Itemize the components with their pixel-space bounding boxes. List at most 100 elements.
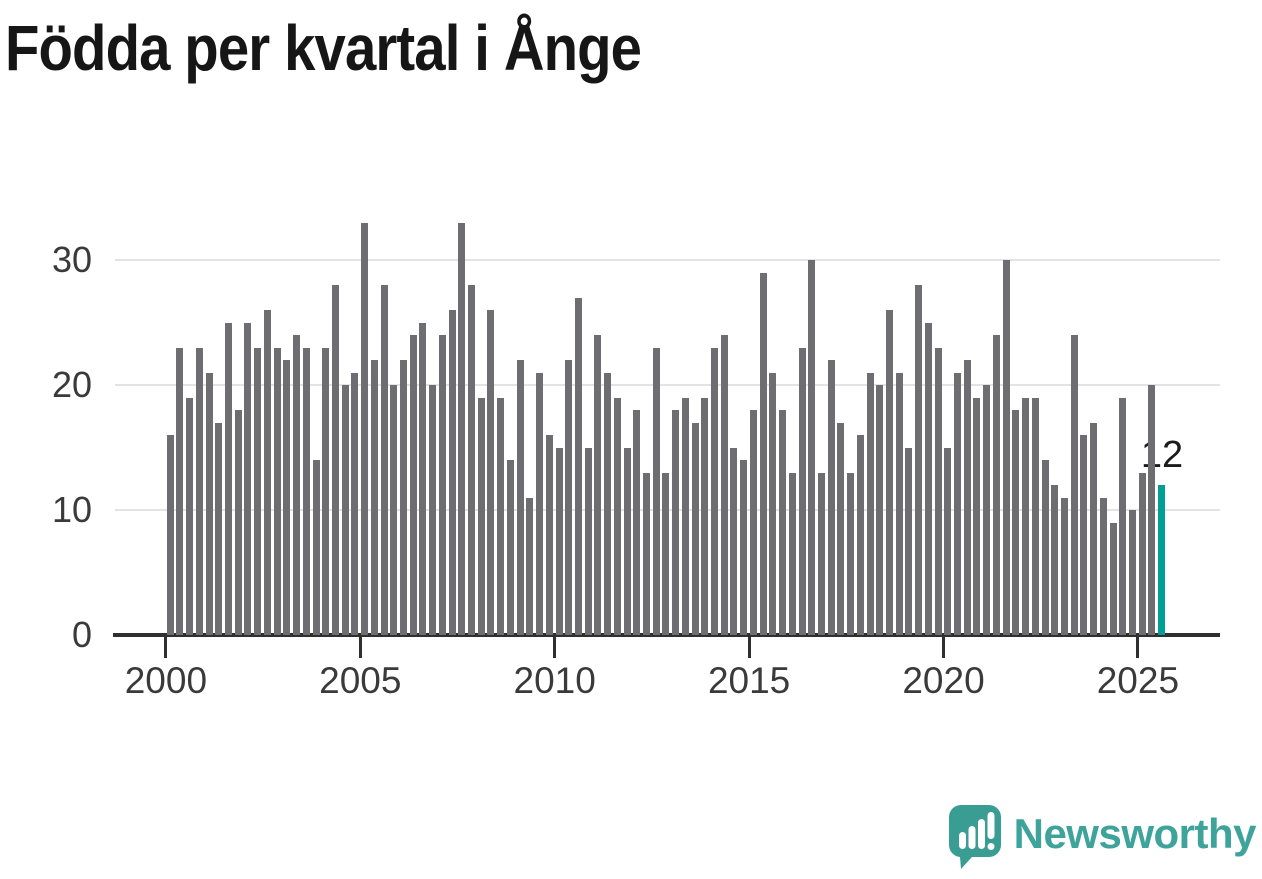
bar-2004-q1 — [322, 347, 330, 635]
bar-2004-q4 — [351, 372, 359, 635]
bar-2023-q1 — [1060, 497, 1068, 635]
bar-2012-q1 — [633, 410, 641, 635]
bar-2008-q2 — [487, 310, 495, 635]
bar-2008-q1 — [477, 397, 485, 635]
bar-2006-q1 — [399, 360, 407, 635]
bar-2011-q4 — [623, 447, 631, 635]
y-axis-label-20: 20 — [51, 364, 92, 405]
bar-2020-q3 — [963, 360, 971, 635]
bar-2006-q2 — [409, 335, 417, 635]
x-axis-tick-2010 — [553, 637, 557, 658]
bar-2015-q1 — [749, 410, 757, 635]
x-axis-label-2015: 2015 — [707, 660, 791, 701]
bar-2000-q3 — [186, 397, 194, 635]
bar-2003-q3 — [302, 347, 310, 635]
bar-2024-q2 — [1109, 522, 1117, 635]
bar-2008-q3 — [497, 397, 505, 635]
bar-2019-q4 — [934, 347, 942, 635]
gridline-y-20 — [115, 384, 1220, 386]
bar-2025-q2 — [1148, 385, 1156, 635]
bar-2015-q4 — [779, 410, 787, 635]
bar-2001-q1 — [205, 372, 213, 635]
bar-2014-q2 — [720, 335, 728, 635]
gridline-y-30 — [115, 259, 1220, 261]
x-axis-label-2005: 2005 — [319, 660, 402, 701]
bar-2000-q4 — [195, 347, 203, 635]
bar-2020-q1 — [944, 447, 952, 635]
bar-2007-q3 — [458, 222, 466, 635]
x-axis-label-2025: 2025 — [1096, 660, 1180, 701]
bar-2003-q4 — [312, 460, 320, 635]
bar-2024-q1 — [1099, 497, 1107, 635]
bar-2015-q2 — [759, 272, 767, 635]
bar-2016-q4 — [817, 472, 825, 635]
bar-2013-q3 — [691, 422, 699, 635]
bar-2013-q4 — [701, 397, 709, 635]
x-axis-tick-2005 — [358, 637, 362, 658]
bar-2007-q1 — [438, 335, 446, 635]
bar-2014-q3 — [730, 447, 738, 635]
bar-2025-q3 — [1158, 485, 1166, 635]
bar-2018-q3 — [885, 310, 893, 635]
bar-2009-q4 — [545, 435, 553, 635]
bar-2005-q4 — [390, 385, 398, 635]
bar-2021-q4 — [1012, 410, 1020, 635]
x-axis-label-2000: 2000 — [124, 660, 208, 701]
bar-2002-q4 — [273, 347, 281, 635]
bar-2022-q3 — [1041, 460, 1049, 635]
chart-title: Födda per kvartal i Ånge — [5, 12, 642, 84]
bar-2023-q3 — [1080, 435, 1088, 635]
bar-2022-q1 — [1022, 397, 1030, 635]
bar-2022-q2 — [1031, 397, 1039, 635]
newsworthy-logo-text: Newsworthy — [1013, 810, 1257, 857]
bar-2006-q3 — [419, 322, 427, 635]
x-axis-line — [113, 633, 1220, 637]
bar-2013-q2 — [681, 397, 689, 635]
bar-2010-q3 — [574, 297, 582, 635]
bar-2001-q2 — [215, 422, 223, 635]
bar-2012-q3 — [652, 347, 660, 635]
bar-2024-q4 — [1128, 510, 1136, 635]
bar-2006-q4 — [429, 385, 437, 635]
bar-2010-q4 — [584, 447, 592, 635]
bar-2011-q1 — [594, 335, 602, 635]
bar-2010-q2 — [565, 360, 573, 635]
bar-2001-q4 — [234, 410, 242, 635]
x-axis-label-2010: 2010 — [513, 660, 596, 701]
bar-2003-q2 — [293, 335, 301, 635]
bar-2011-q3 — [613, 397, 621, 635]
bar-2025-q1 — [1138, 472, 1146, 635]
bar-2010-q1 — [555, 447, 563, 635]
bar-2000-q1 — [166, 435, 174, 635]
bar-2023-q2 — [1070, 335, 1078, 635]
bar-2014-q1 — [711, 347, 719, 635]
bar-2013-q1 — [672, 410, 680, 635]
bar-2002-q2 — [254, 347, 262, 635]
bar-2007-q4 — [468, 285, 476, 635]
bar-2017-q4 — [856, 435, 864, 635]
bar-2020-q4 — [973, 397, 981, 635]
bar-2019-q1 — [905, 447, 913, 635]
bar-2019-q2 — [915, 285, 923, 635]
bar-2012-q2 — [642, 472, 650, 635]
x-axis-tick-2000 — [164, 637, 168, 658]
last-bar-value-label: 12 — [1140, 434, 1184, 476]
bar-2016-q1 — [788, 472, 796, 635]
bar-2017-q3 — [847, 472, 855, 635]
bar-2009-q1 — [516, 360, 524, 635]
bar-2018-q2 — [876, 385, 884, 635]
bar-2017-q1 — [827, 360, 835, 635]
bar-2008-q4 — [506, 460, 514, 635]
y-axis-label-10: 10 — [51, 489, 92, 530]
bar-2017-q2 — [837, 422, 845, 635]
x-axis-label-2020: 2020 — [902, 660, 985, 701]
bar-2009-q2 — [526, 497, 534, 635]
bar-2016-q3 — [808, 260, 816, 635]
newsworthy-logo: Newsworthy — [947, 803, 1257, 869]
bar-2004-q2 — [331, 285, 339, 635]
bar-2011-q2 — [604, 372, 612, 635]
bar-2009-q3 — [536, 372, 544, 635]
bar-2005-q1 — [361, 222, 369, 635]
bar-2021-q1 — [983, 385, 991, 635]
